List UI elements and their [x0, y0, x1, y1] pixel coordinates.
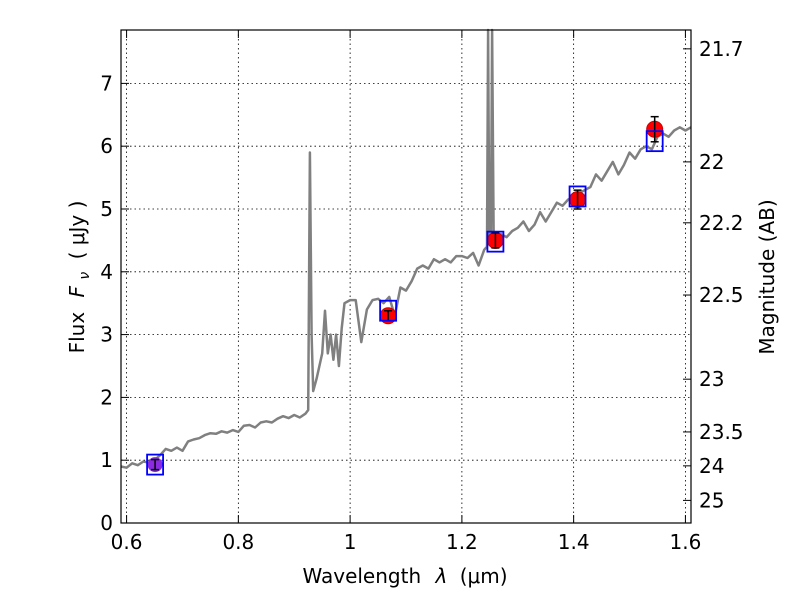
model-spectrum [120, 28, 692, 469]
x-tick-label: 1 [344, 530, 357, 554]
magnitude-tick-label: 23.5 [699, 420, 744, 444]
y-tick-label: 1 [100, 448, 113, 472]
magnitude-tick-label: 22.5 [699, 283, 744, 307]
magnitude-tick-label: 21.7 [699, 37, 744, 61]
axis-ticks: 0.6 0.8 1 1.2 1.4 1.60123456721.72222.222.523… [100, 30, 744, 554]
photometry-points [146, 115, 664, 476]
model-spectrum-line [120, 28, 692, 469]
x-tick-label: 1.6 [670, 530, 702, 554]
magnitude-tick-label: 22.2 [699, 211, 744, 235]
model-photometry-marker [146, 453, 164, 476]
model-photometry-marker [645, 130, 664, 153]
y-axis-label: Flux F ν ( μJy ) [65, 201, 94, 354]
plot-frame [120, 29, 692, 524]
x-axis-label: Wavelength λ (μm) [302, 564, 507, 588]
y-tick-label: 0 [100, 511, 113, 535]
y2-axis-label: Magnitude (AB) [755, 199, 779, 354]
model-photometry-marker [568, 185, 587, 208]
model-photometry-marker [379, 299, 398, 322]
y-tick-label: 7 [100, 71, 113, 95]
y-tick-label: 6 [100, 134, 113, 158]
magnitude-tick-label: 22 [699, 150, 724, 174]
magnitude-tick-label: 24 [699, 454, 724, 478]
y-tick-label: 2 [100, 385, 113, 409]
x-tick-label: 1.4 [558, 530, 590, 554]
model-photometry-marker [486, 230, 505, 253]
x-tick-label: 0.8 [222, 530, 254, 554]
x-tick-label: 1.2 [446, 530, 478, 554]
magnitude-tick-label: 23 [699, 367, 724, 391]
grid-lines [121, 30, 691, 524]
x-tick-label: 0.6 [111, 530, 143, 554]
magnitude-tick-label: 25 [699, 488, 724, 512]
y-tick-label: 5 [100, 197, 113, 221]
y-tick-label: 3 [100, 323, 113, 347]
y-tick-label: 4 [100, 260, 113, 284]
